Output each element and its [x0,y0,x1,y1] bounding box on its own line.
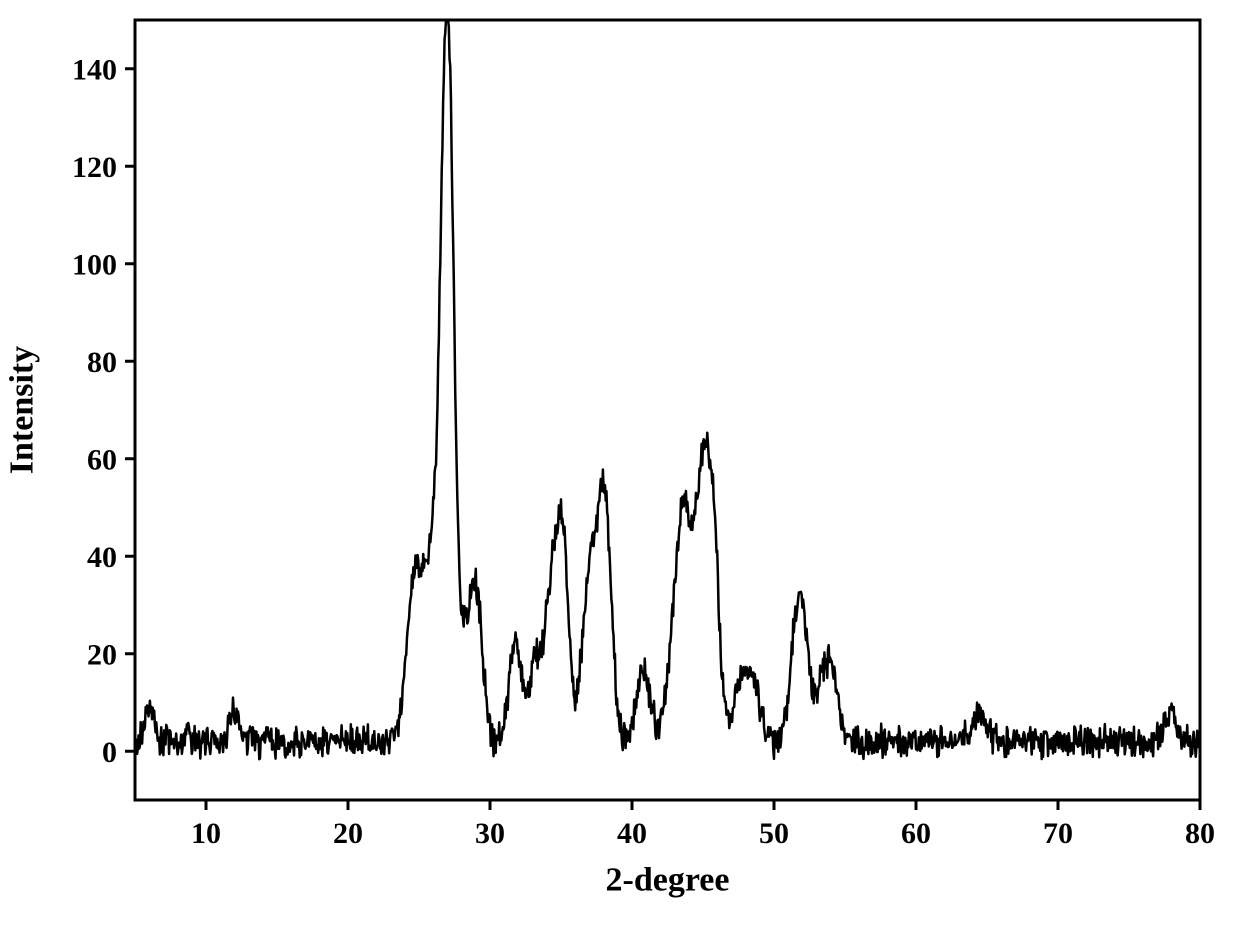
xtick-label: 20 [333,817,363,850]
ytick-label: 40 [87,541,117,574]
xtick-label: 60 [901,817,931,850]
xtick-label: 10 [191,817,221,850]
xtick-label: 80 [1185,817,1215,850]
xtick-label: 70 [1043,817,1073,850]
xrd-trace [135,20,1200,759]
chart-svg: 10 20 30 40 50 60 70 80 0 20 40 60 80 100 120 140 2-degr… [0,0,1240,941]
xtick-label: 50 [759,817,789,850]
xtick-label: 30 [475,817,505,850]
ytick-label: 100 [72,248,117,281]
y-axis-label: Intensity [3,346,40,474]
ytick-label: 140 [72,53,117,86]
ytick-label: 0 [102,736,117,769]
ytick-label: 60 [87,443,117,476]
ytick-label: 120 [72,151,117,184]
ytick-label: 80 [87,346,117,379]
xrd-chart: 10 20 30 40 50 60 70 80 0 20 40 60 80 100 120 140 2-degr… [0,0,1240,941]
xtick-label: 40 [617,817,647,850]
ytick-label: 20 [87,638,117,671]
x-axis-label: 2-degree [606,862,730,899]
